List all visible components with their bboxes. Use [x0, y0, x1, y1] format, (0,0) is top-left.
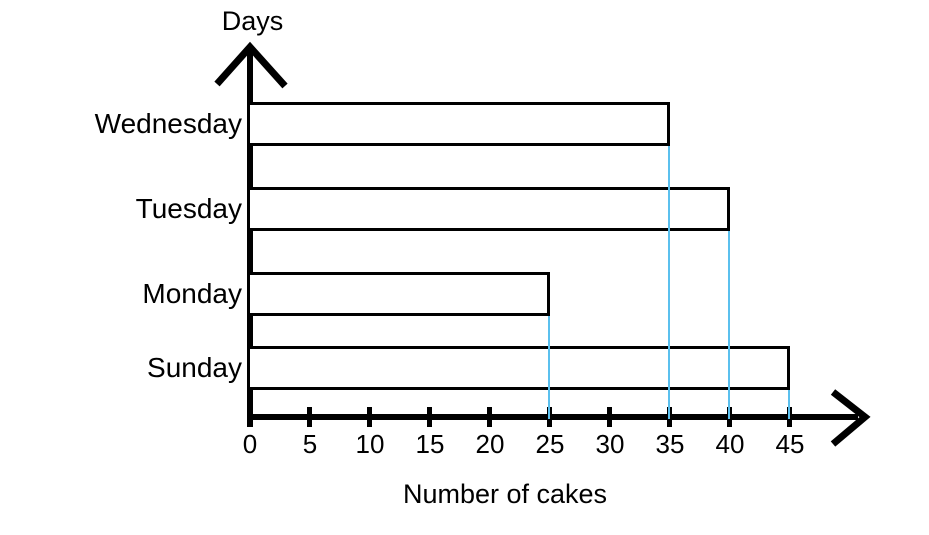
x-axis-line	[247, 414, 858, 420]
category-label-sunday: Sunday	[147, 352, 242, 383]
x-tick-20	[487, 407, 492, 427]
x-axis-arrow-icon	[830, 389, 871, 447]
bar-monday	[247, 272, 550, 316]
x-tick-15	[427, 407, 432, 427]
bar-wednesday	[247, 102, 670, 146]
guide-line-25	[548, 316, 550, 419]
category-label-monday: Monday	[142, 278, 242, 309]
x-tick-label-10: 10	[355, 429, 385, 459]
x-tick-label-5: 5	[302, 429, 318, 459]
x-tick-label-40: 40	[715, 429, 745, 459]
category-label-tuesday: Tuesday	[135, 193, 242, 224]
x-tick-label-30: 30	[595, 429, 625, 459]
x-axis-title: Number of cakes	[402, 479, 608, 509]
bar-sunday	[247, 346, 790, 390]
y-axis-line	[247, 48, 253, 427]
guide-line-40	[728, 231, 730, 419]
guide-line-45	[788, 390, 790, 419]
x-tick-30	[607, 407, 612, 427]
category-label-wednesday: Wednesday	[94, 108, 242, 139]
x-tick-label-20: 20	[475, 429, 505, 459]
y-axis-arrow-icon	[214, 41, 288, 89]
x-tick-10	[367, 407, 372, 427]
x-tick-5	[307, 407, 312, 427]
x-tick-label-15: 15	[415, 429, 445, 459]
bar-tuesday	[247, 187, 730, 231]
guide-line-35	[668, 146, 670, 419]
y-axis-title: Days	[221, 6, 284, 36]
x-tick-label-35: 35	[655, 429, 685, 459]
x-tick-label-45: 45	[775, 429, 805, 459]
x-tick-label-0: 0	[242, 429, 258, 459]
x-tick-label-25: 25	[535, 429, 565, 459]
